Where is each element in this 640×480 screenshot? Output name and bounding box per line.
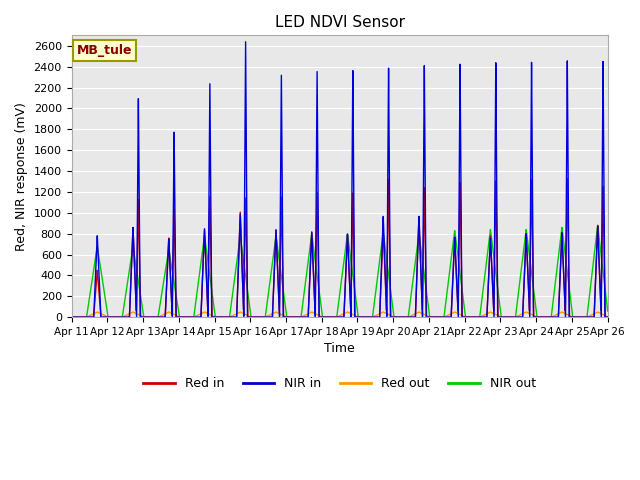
Red out bbox=[342, 310, 350, 315]
Red in bbox=[604, 314, 612, 320]
Line: NIR in: NIR in bbox=[72, 42, 608, 317]
NIR in bbox=[350, 187, 358, 192]
NIR out bbox=[68, 314, 76, 320]
NIR out bbox=[350, 279, 358, 285]
Red in bbox=[394, 314, 401, 320]
NIR in bbox=[394, 314, 401, 320]
X-axis label: Time: Time bbox=[324, 342, 355, 356]
Red out bbox=[394, 314, 401, 320]
NIR out bbox=[96, 260, 104, 265]
Red in bbox=[68, 314, 76, 320]
Red in bbox=[342, 265, 350, 271]
NIR out bbox=[147, 314, 155, 320]
NIR in bbox=[242, 39, 250, 45]
Red out bbox=[594, 309, 602, 315]
Red out bbox=[350, 312, 358, 318]
NIR in bbox=[604, 314, 612, 320]
Red in bbox=[563, 176, 571, 181]
Red in bbox=[96, 300, 104, 305]
Legend: Red in, NIR in, Red out, NIR out: Red in, NIR in, Red out, NIR out bbox=[138, 372, 541, 396]
NIR out bbox=[342, 242, 350, 248]
Line: Red out: Red out bbox=[72, 312, 608, 317]
Red out bbox=[206, 312, 214, 318]
Red in bbox=[350, 238, 358, 243]
Red out bbox=[604, 314, 612, 320]
NIR out bbox=[594, 222, 602, 228]
NIR in bbox=[68, 314, 76, 320]
NIR in bbox=[206, 128, 214, 133]
Red in bbox=[206, 214, 214, 220]
Title: LED NDVI Sensor: LED NDVI Sensor bbox=[275, 15, 404, 30]
NIR in bbox=[147, 314, 155, 320]
NIR out bbox=[206, 276, 214, 282]
NIR in bbox=[342, 264, 350, 269]
Red out bbox=[68, 314, 76, 320]
NIR out bbox=[394, 314, 401, 320]
Line: NIR out: NIR out bbox=[72, 225, 608, 317]
Red in bbox=[147, 314, 155, 320]
NIR in bbox=[96, 289, 104, 295]
Line: Red in: Red in bbox=[72, 179, 608, 317]
Text: MB_tule: MB_tule bbox=[77, 44, 132, 57]
Y-axis label: Red, NIR response (mV): Red, NIR response (mV) bbox=[15, 102, 28, 251]
Red out bbox=[147, 314, 155, 320]
NIR out bbox=[604, 308, 612, 314]
Red out bbox=[96, 310, 104, 316]
